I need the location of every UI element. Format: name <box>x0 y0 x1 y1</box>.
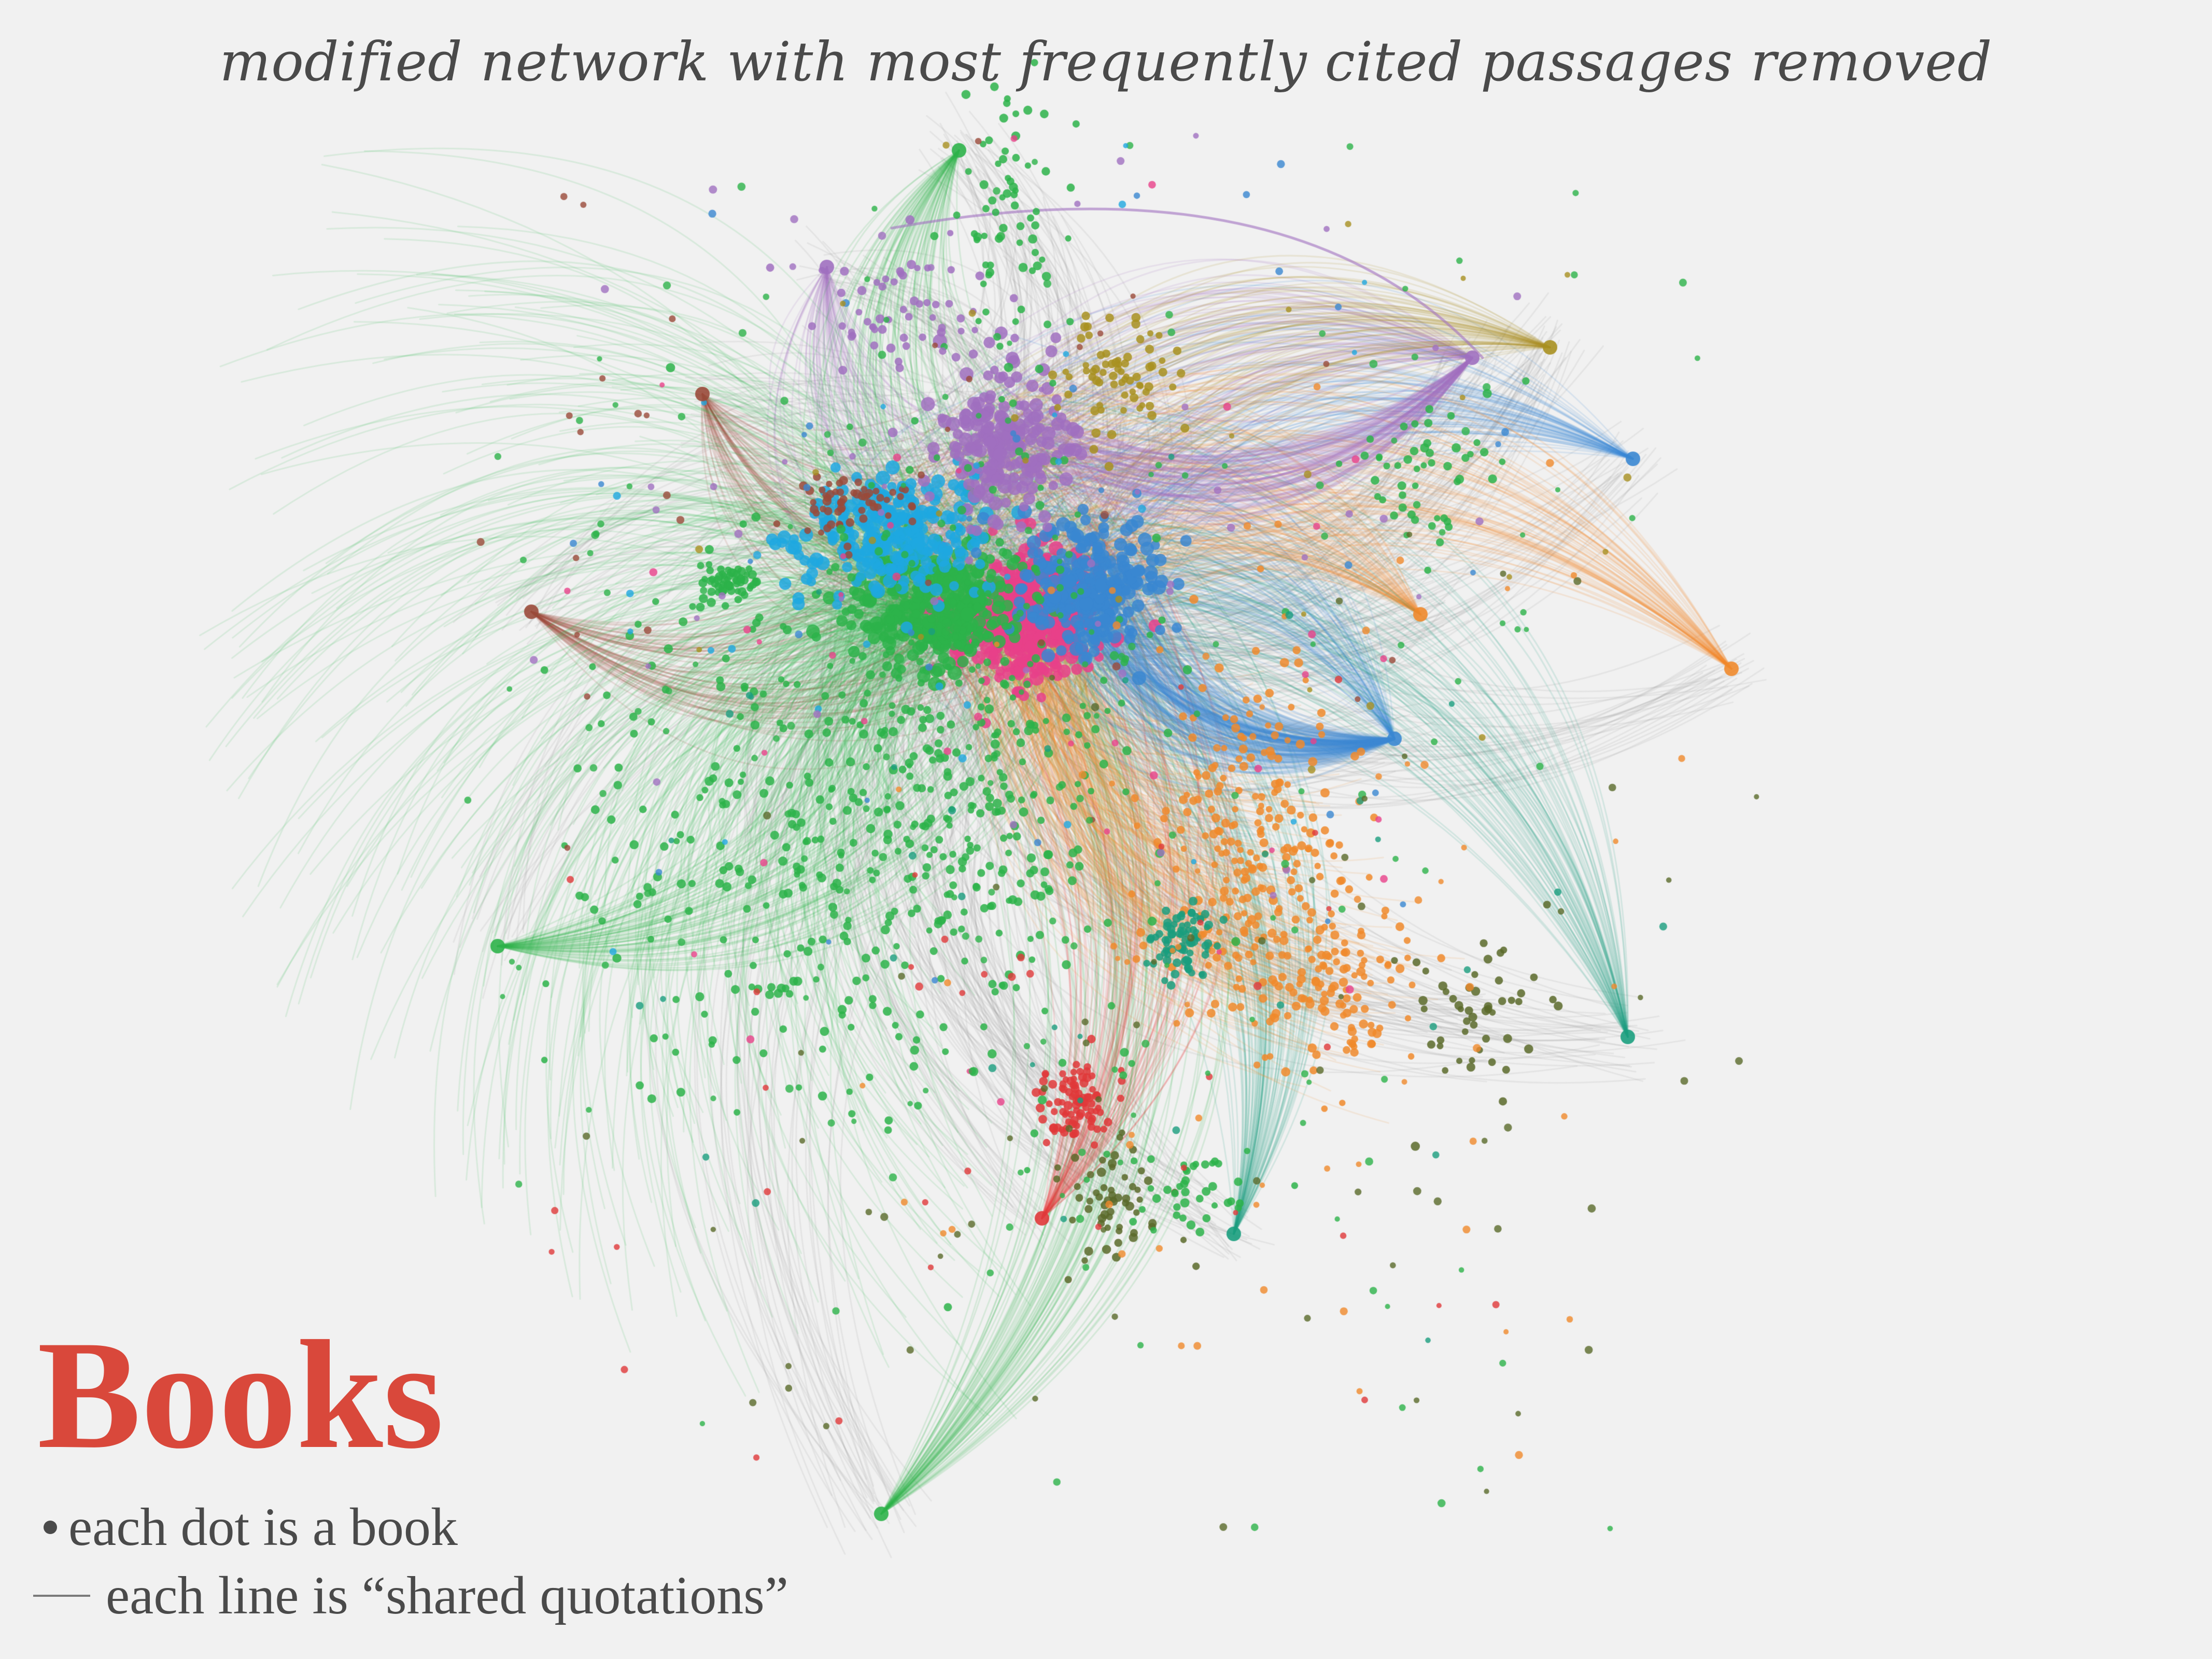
legend-line-text: each line is “shared quotations” <box>106 1566 788 1626</box>
legend-line-row: each line is “shared quotations” <box>33 1562 788 1630</box>
legend-dot-text: each dot is a book <box>68 1497 458 1557</box>
bullet-dot-icon <box>44 1521 57 1534</box>
subtitle: modified network with most frequently ci… <box>219 30 1993 93</box>
legend-dot-row: each dot is a book <box>33 1493 788 1562</box>
horizontal-rule-icon <box>33 1595 90 1597</box>
title: Books <box>37 1309 444 1481</box>
legend: each dot is a book each line is “shared … <box>33 1493 788 1630</box>
